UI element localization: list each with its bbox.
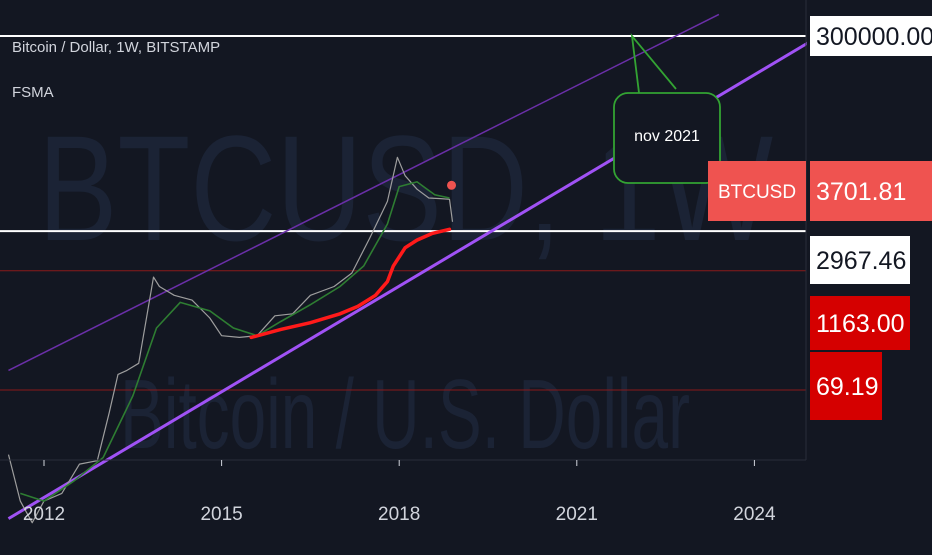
indicator-label[interactable]: FSMA (12, 84, 54, 101)
price-label-0[interactable]: 300000.00 (810, 16, 932, 56)
price-label-3[interactable]: 1163.00 (810, 296, 910, 350)
last-price-dot (447, 180, 457, 190)
trendline-upper[interactable] (8, 13, 720, 372)
price-label-text: 1163.00 (816, 310, 905, 338)
x-tick-label-2018: 2018 (378, 504, 420, 525)
price-label-4[interactable]: 69.19 (810, 352, 882, 420)
series (7, 156, 457, 524)
x-tick-label-2012: 2012 (23, 504, 65, 525)
price-label-2[interactable]: 2967.46 (810, 236, 910, 284)
price-label-bg (810, 352, 882, 420)
callout: nov 2021 (613, 33, 721, 184)
price-label-text: 2967.46 (816, 247, 906, 275)
x-tick-label-2024: 2024 (733, 504, 776, 525)
price-label-text: 69.19 (816, 373, 879, 401)
price-label-1[interactable]: 3701.81 (810, 161, 932, 221)
price-label-bg (810, 161, 932, 221)
price-label-bg (810, 236, 910, 284)
red-support-line[interactable] (249, 227, 452, 340)
price-line[interactable] (7, 156, 454, 524)
symbol-tag[interactable]: BTCUSD (708, 161, 806, 221)
symbol-tag-text: BTCUSD (718, 182, 796, 203)
x-tick-label-2021: 2021 (556, 504, 598, 525)
callout-text: nov 2021 (634, 128, 700, 145)
symbol-tag-bg (708, 161, 806, 221)
callout-pointer (630, 33, 677, 102)
price-label-text: 300000.00 (816, 23, 932, 51)
price-labels: 300000.00 3701.81 BTCUSD 2967.46 1163.00 69.1… (708, 16, 932, 420)
symbol-title[interactable]: Bitcoin / Dollar, 1W, BITSTAMP (12, 39, 220, 56)
price-label-bg (810, 16, 932, 56)
time-axis[interactable]: 2012 2015 2018 2021 2024 (23, 460, 776, 525)
x-tick-label-2015: 2015 (200, 504, 242, 525)
watermark-name: Bitcoin / U.S. Dollar (120, 359, 690, 469)
callout-box[interactable] (613, 92, 721, 184)
horizontal-lines (0, 35, 806, 391)
price-label-text: 3701.81 (816, 178, 906, 206)
price-label-bg (810, 296, 910, 350)
legend: Bitcoin / Dollar, 1W, BITSTAMP FSMA (12, 39, 220, 101)
